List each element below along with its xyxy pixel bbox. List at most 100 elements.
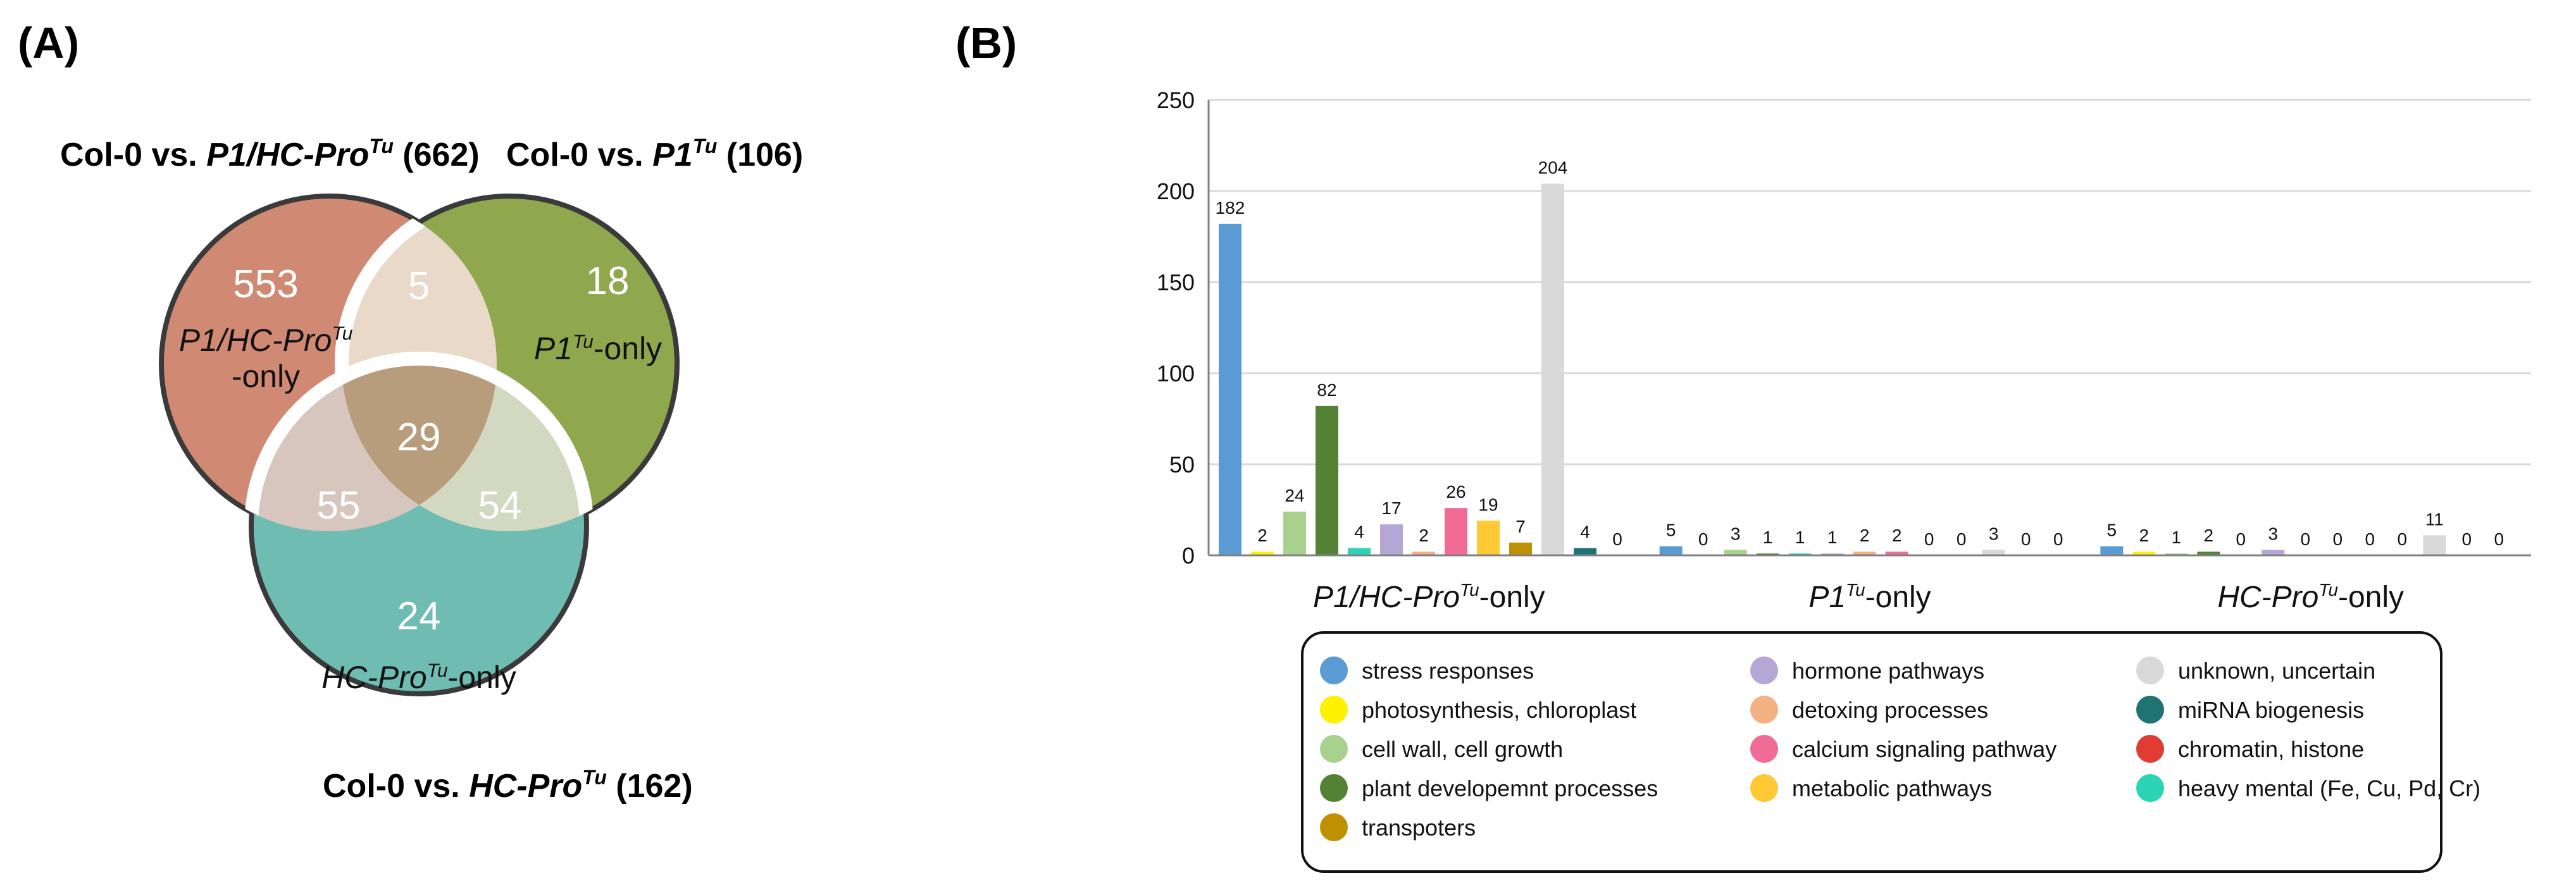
- count-hc-only: 24: [397, 595, 441, 638]
- bar-value-label: 0: [2398, 529, 2408, 549]
- bar-value-label: 3: [2268, 524, 2279, 543]
- bar-value-label: 2: [2139, 526, 2150, 545]
- bar: [1477, 521, 1500, 555]
- legend-swatch: [1750, 735, 1778, 763]
- count-p1hc-hc: 55: [317, 484, 361, 527]
- bars: [1219, 183, 2446, 556]
- legend-swatch: [1320, 735, 1348, 763]
- legend-label: photosynthesis, chloroplast: [1362, 697, 1636, 723]
- bar-value-label: 3: [1731, 524, 1741, 543]
- legend-label: unknown, uncertain: [2178, 658, 2375, 684]
- category-label: HC-ProTu-only: [2217, 580, 2404, 614]
- count-p1-hc: 54: [478, 484, 522, 527]
- legend: stress responses hormone pathways unknown,…: [1301, 631, 2480, 873]
- bar: [1251, 552, 1274, 555]
- y-axis-ticks: 0 50 100 150 200 250: [1157, 87, 1195, 569]
- bar-value-label: 17: [1381, 498, 1401, 518]
- legend-label: plant developemnt processes: [1362, 775, 1658, 801]
- bar-value-label: 3: [1989, 524, 1999, 543]
- bar: [1659, 546, 1683, 555]
- legend-box: [1301, 631, 2442, 873]
- category-label: P1Tu-only: [1808, 580, 1931, 614]
- bar: [1982, 550, 2005, 555]
- bar: [2132, 552, 2156, 555]
- count-p1hc-only: 553: [233, 262, 298, 306]
- bar-value-label: 0: [1698, 529, 1708, 549]
- bar: [1380, 524, 1403, 555]
- venn-title-p1hc: Col-0 vs. P1/HC-ProTu (662): [60, 135, 480, 173]
- bar-value-label: 2: [1257, 526, 1267, 545]
- panel-b-label: (B): [955, 18, 1017, 68]
- bar-value-label: 0: [2494, 529, 2504, 549]
- legend-label: chromatin, histone: [2178, 736, 2364, 762]
- bar: [2423, 535, 2446, 555]
- bar-value-label: 24: [1285, 486, 1304, 505]
- legend-label: calcium signaling pathway: [1792, 736, 2056, 762]
- category-label: P1/HC-ProTu-only: [1313, 580, 1545, 614]
- gridlines: [1209, 99, 2531, 466]
- legend-items: stress responses hormone pathways unknown,…: [1320, 657, 2480, 841]
- bar-value-label: 0: [1957, 529, 1967, 549]
- label-hc-only: HC-ProTu-only: [321, 660, 516, 695]
- bar-value-label: 1: [2172, 527, 2182, 547]
- bar: [1445, 508, 1467, 555]
- bar-value-label: 0: [2365, 529, 2375, 549]
- y-tick-label: 0: [1182, 543, 1195, 569]
- legend-label: stress responses: [1362, 658, 1534, 684]
- venn-title-hc: Col-0 vs. HC-ProTu (162): [323, 766, 693, 805]
- legend-swatch: [1320, 696, 1348, 724]
- bar: [1885, 552, 1908, 555]
- bar-value-label: 82: [1317, 380, 1336, 400]
- bar-value-label: 0: [2333, 529, 2343, 549]
- legend-swatch: [2136, 774, 2164, 802]
- legend-swatch: [1320, 657, 1348, 684]
- bar: [2100, 546, 2124, 555]
- legend-swatch: [2136, 657, 2164, 684]
- bar: [1724, 550, 1747, 555]
- legend-swatch: [2136, 735, 2164, 763]
- venn-title-p1: Col-0 vs. P1Tu (106): [506, 135, 803, 173]
- legend-label: transpoters: [1362, 815, 1476, 841]
- legend-swatch: [1750, 696, 1778, 724]
- bar: [1348, 548, 1371, 555]
- bar-value-label: 2: [1860, 526, 1870, 545]
- count-p1hc-p1: 5: [408, 264, 430, 308]
- count-all: 29: [397, 416, 441, 459]
- bar-value-label: 0: [2301, 529, 2311, 549]
- legend-label: hormone pathways: [1792, 658, 1984, 684]
- bar-value-label: 2: [2204, 526, 2214, 545]
- legend-label: heavy mental (Fe, Cu, Pd, Cr): [2178, 775, 2480, 801]
- legend-label: detoxing processes: [1792, 697, 1988, 723]
- bar-value-label: 11: [2425, 509, 2444, 529]
- bar: [1541, 183, 1564, 556]
- y-tick-label: 100: [1157, 361, 1195, 386]
- bar: [1412, 552, 1435, 555]
- legend-swatch: [1750, 774, 1778, 802]
- bar-value-label: 7: [1515, 517, 1526, 536]
- bar-value-label: 26: [1446, 482, 1465, 502]
- bar-value-label: 4: [1354, 522, 1364, 541]
- bar-value-label: 0: [1612, 529, 1622, 549]
- bar: [2262, 550, 2285, 555]
- panel-a-label: (A): [18, 18, 79, 68]
- y-tick-label: 200: [1157, 178, 1195, 204]
- bar-value-label: 2: [1892, 526, 1902, 545]
- bar: [1509, 542, 1532, 555]
- bar-value-label: 0: [2236, 529, 2246, 549]
- y-tick-label: 250: [1157, 87, 1195, 113]
- bar: [1574, 548, 1596, 555]
- bar: [1853, 552, 1876, 555]
- y-tick-label: 50: [1169, 452, 1195, 478]
- bar-value-label: 0: [2462, 529, 2472, 549]
- legend-label: cell wall, cell growth: [1362, 736, 1563, 762]
- legend-swatch: [1320, 774, 1348, 802]
- legend-label: miRNA biogenesis: [2178, 697, 2364, 723]
- category-labels: P1/HC-ProTu-only P1Tu-only HC-ProTu-only: [1313, 580, 2404, 614]
- bar-value-label: 5: [2107, 521, 2117, 540]
- legend-label: metabolic pathways: [1792, 775, 1992, 801]
- legend-swatch: [2136, 696, 2164, 724]
- bar-value-label: 0: [2053, 529, 2063, 549]
- bar-value-label: 1: [1763, 527, 1773, 547]
